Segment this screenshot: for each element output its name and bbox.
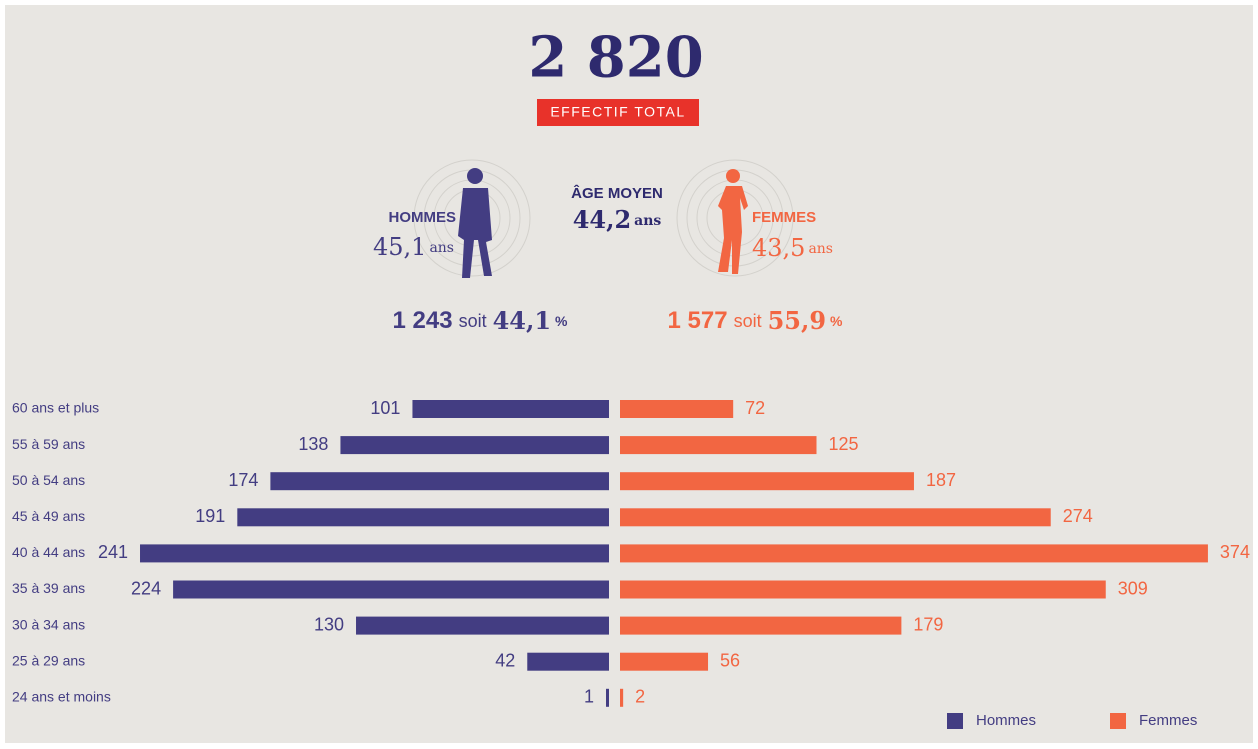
average-age-unit: ans <box>634 213 661 229</box>
men-age-value: 45,1 <box>373 233 426 261</box>
total: 2 820 <box>528 25 703 91</box>
value-label: 42 <box>495 650 515 670</box>
women-figure <box>676 159 794 277</box>
men-share: 44,1 <box>493 306 551 335</box>
bar <box>620 652 709 671</box>
women-count-word: soit <box>734 311 762 331</box>
men-count-value: 1 243 <box>393 307 453 334</box>
women-label: FEMMES <box>752 209 816 226</box>
value-label: 224 <box>131 578 161 598</box>
category-label: 30 à 34 ans <box>12 616 85 632</box>
category-label: 24 ans et moins <box>12 689 111 705</box>
men-count: 1 243 soit 44,1% <box>393 306 569 335</box>
category-label: 40 à 44 ans <box>12 544 85 560</box>
value-label: 191 <box>195 506 225 526</box>
value-label: 179 <box>913 614 943 634</box>
value-label: 2 <box>635 687 645 707</box>
bar <box>527 652 609 671</box>
average-age-value: 44,2 <box>573 205 631 234</box>
value-label: 174 <box>228 470 258 490</box>
bar <box>620 580 1106 599</box>
category-label: 35 à 39 ans <box>12 580 85 596</box>
bar <box>620 472 914 491</box>
men-count-word: soit <box>459 311 487 331</box>
value-label: 125 <box>829 434 859 454</box>
total-badge <box>537 99 699 126</box>
men-age: 45,1 ans <box>373 233 454 261</box>
value-label: 130 <box>314 614 344 634</box>
average-label: ÂGE MOYEN <box>571 184 663 202</box>
average-age: 44,2 ans <box>573 205 662 234</box>
bar <box>412 400 609 418</box>
value-label: 274 <box>1063 506 1093 526</box>
value-label: 56 <box>720 650 740 670</box>
legend-swatch <box>1110 713 1126 729</box>
bar <box>620 544 1208 563</box>
men-figure <box>413 159 531 278</box>
bar <box>356 616 609 635</box>
bar <box>620 616 902 635</box>
bar <box>140 544 609 563</box>
value-label: 374 <box>1220 542 1250 562</box>
value-label: 138 <box>298 434 328 454</box>
value-label: 101 <box>370 398 400 418</box>
total-label: EFFECTIF TOTAL <box>550 104 685 120</box>
category-label: 45 à 49 ans <box>12 508 85 524</box>
men-label: HOMMES <box>389 209 457 226</box>
legend-label: Femmes <box>1139 712 1197 729</box>
bar <box>270 472 609 491</box>
category-label: 60 ans et plus <box>12 400 99 416</box>
men-percent: % <box>555 313 568 329</box>
women-share: 55,9 <box>768 306 826 335</box>
bar <box>620 400 734 418</box>
category-label: 50 à 54 ans <box>12 472 85 488</box>
value-label: 241 <box>98 542 128 562</box>
bar <box>173 580 609 599</box>
women-age-unit: ans <box>808 241 833 257</box>
value-label: 1 <box>584 687 594 707</box>
women-age-value: 43,5 <box>752 234 805 262</box>
category-label: 25 à 29 ans <box>12 652 85 668</box>
value-label: 72 <box>745 398 765 418</box>
bar <box>620 436 817 455</box>
bar <box>620 688 624 707</box>
legend-swatch <box>947 713 963 729</box>
bar <box>237 508 609 527</box>
value-label: 309 <box>1118 578 1148 598</box>
bar <box>340 436 609 455</box>
category-label: 55 à 59 ans <box>12 436 85 452</box>
women-count-value: 1 577 <box>668 307 728 334</box>
bar <box>606 688 609 707</box>
men-age-unit: ans <box>429 240 454 256</box>
value-label: 187 <box>926 470 956 490</box>
bar <box>620 508 1051 527</box>
women-count: 1 577 soit 55,9% <box>668 306 844 335</box>
women-percent: % <box>830 313 843 329</box>
legend-label: Hommes <box>976 712 1036 729</box>
women-age: 43,5 ans <box>752 234 833 262</box>
